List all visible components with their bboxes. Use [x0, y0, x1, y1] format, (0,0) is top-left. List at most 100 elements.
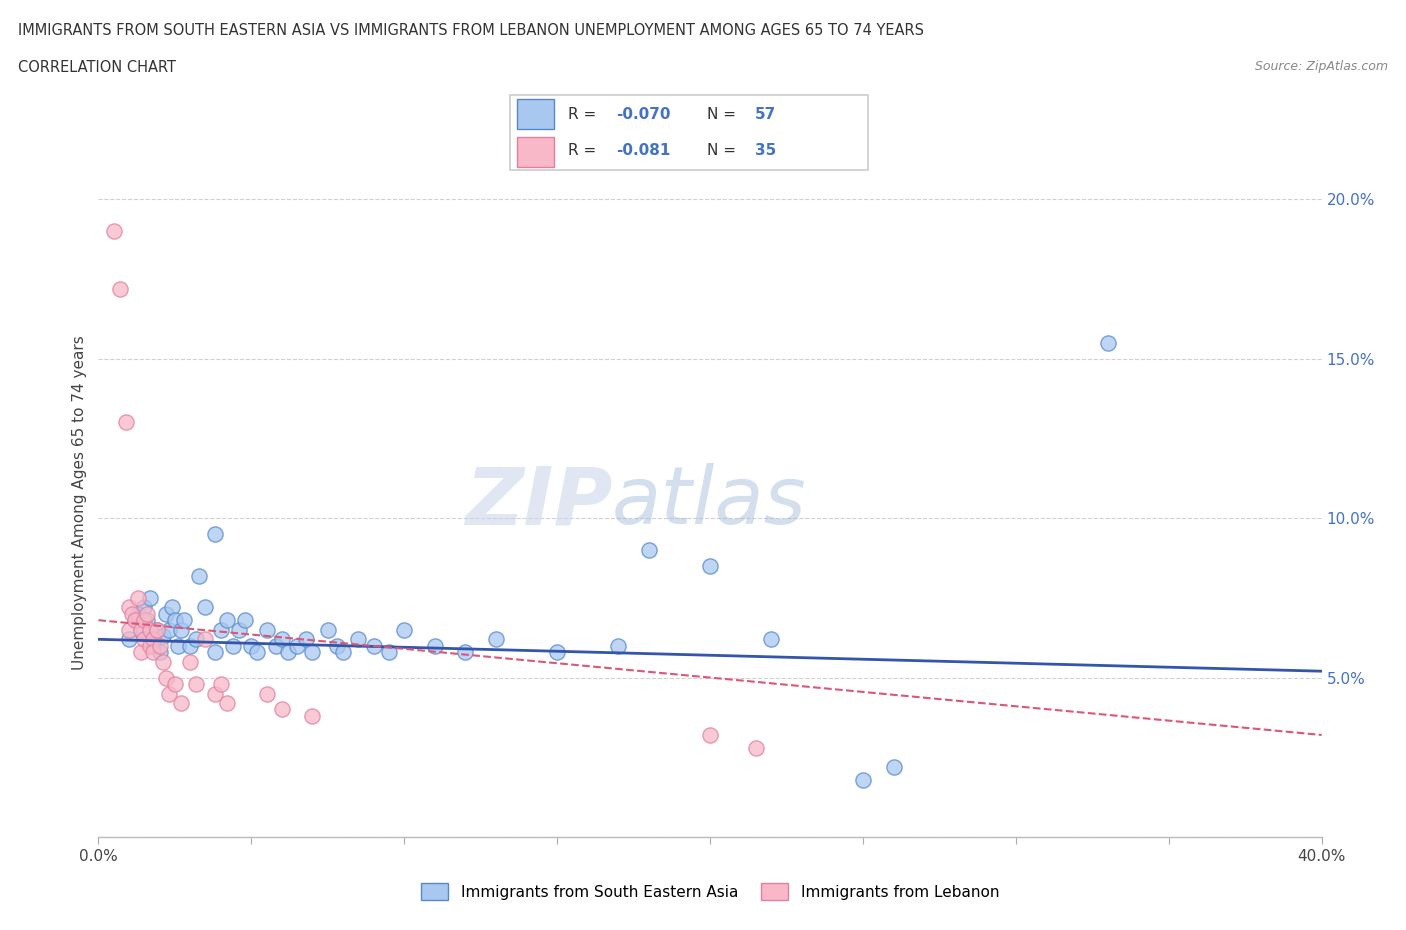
Point — [149, 644, 172, 659]
Text: 35: 35 — [755, 143, 776, 158]
Point — [637, 542, 661, 557]
Text: ZIP: ZIP — [465, 463, 612, 541]
Point — [204, 526, 226, 541]
FancyBboxPatch shape — [517, 100, 554, 129]
Point — [485, 631, 508, 646]
Point — [115, 415, 138, 430]
Point — [326, 638, 349, 653]
Point — [139, 591, 162, 605]
Point — [209, 676, 232, 691]
Point — [134, 600, 156, 615]
Point — [134, 631, 156, 646]
Point — [295, 631, 318, 646]
Text: R =: R = — [568, 143, 596, 158]
Point — [142, 631, 165, 646]
Point — [134, 613, 156, 628]
Text: CORRELATION CHART: CORRELATION CHART — [18, 60, 176, 75]
Point — [127, 591, 149, 605]
Point — [149, 638, 172, 653]
Point — [139, 622, 162, 637]
Point — [285, 638, 308, 653]
FancyBboxPatch shape — [517, 138, 554, 167]
Point — [246, 644, 269, 659]
Point — [118, 631, 141, 646]
Point — [167, 638, 190, 653]
Y-axis label: Unemployment Among Ages 65 to 74 years: Unemployment Among Ages 65 to 74 years — [72, 335, 87, 670]
Point — [759, 631, 782, 646]
Point — [277, 644, 299, 659]
Text: Source: ZipAtlas.com: Source: ZipAtlas.com — [1254, 60, 1388, 73]
Text: atlas: atlas — [612, 463, 807, 541]
Point — [160, 600, 183, 615]
Point — [363, 638, 385, 653]
Point — [607, 638, 630, 653]
Text: IMMIGRANTS FROM SOUTH EASTERN ASIA VS IMMIGRANTS FROM LEBANON UNEMPLOYMENT AMONG: IMMIGRANTS FROM SOUTH EASTERN ASIA VS IM… — [18, 23, 924, 38]
Point — [118, 600, 141, 615]
Point — [170, 696, 193, 711]
Point — [852, 772, 875, 787]
Text: -0.081: -0.081 — [616, 143, 671, 158]
Point — [256, 686, 278, 701]
Point — [233, 613, 256, 628]
Point — [129, 622, 152, 637]
Point — [103, 224, 125, 239]
Point — [152, 629, 174, 644]
Point — [423, 638, 446, 653]
Point — [194, 600, 217, 615]
Legend: Immigrants from South Eastern Asia, Immigrants from Lebanon: Immigrants from South Eastern Asia, Immi… — [415, 876, 1005, 907]
Point — [264, 638, 287, 653]
Text: R =: R = — [568, 107, 596, 122]
Point — [215, 613, 238, 628]
Point — [142, 631, 165, 646]
Point — [270, 631, 292, 646]
Point — [194, 631, 217, 646]
Point — [1097, 336, 1119, 351]
Point — [173, 613, 195, 628]
Point — [139, 638, 162, 653]
Point — [124, 613, 146, 628]
Point — [124, 613, 146, 628]
Point — [155, 606, 177, 621]
Point — [240, 638, 263, 653]
Text: N =: N = — [707, 107, 737, 122]
Point — [270, 702, 292, 717]
Point — [215, 696, 238, 711]
Point — [699, 727, 721, 742]
FancyBboxPatch shape — [510, 95, 868, 170]
Point — [179, 638, 201, 653]
Point — [186, 676, 208, 691]
Text: 57: 57 — [755, 107, 776, 122]
Point — [392, 622, 416, 637]
Point — [118, 622, 141, 637]
Point — [108, 281, 131, 296]
Point — [163, 676, 186, 691]
Point — [454, 644, 477, 659]
Point — [883, 760, 905, 775]
Point — [170, 622, 193, 637]
Point — [347, 631, 370, 646]
Point — [163, 613, 186, 628]
Point — [157, 686, 180, 701]
Point — [145, 622, 167, 637]
Point — [301, 709, 323, 724]
Point — [204, 644, 226, 659]
Point — [186, 631, 208, 646]
Point — [546, 644, 568, 659]
Point — [157, 622, 180, 637]
Point — [136, 606, 159, 621]
Text: -0.070: -0.070 — [616, 107, 671, 122]
Point — [222, 638, 245, 653]
Text: N =: N = — [707, 143, 737, 158]
Point — [316, 622, 339, 637]
Point — [152, 654, 174, 669]
Point — [228, 622, 250, 637]
Point — [301, 644, 323, 659]
Point — [699, 559, 721, 574]
Point — [142, 638, 165, 653]
Point — [378, 644, 401, 659]
Point — [129, 622, 152, 637]
Point — [127, 606, 149, 621]
Point — [129, 644, 152, 659]
Point — [179, 654, 201, 669]
Point — [188, 568, 211, 583]
